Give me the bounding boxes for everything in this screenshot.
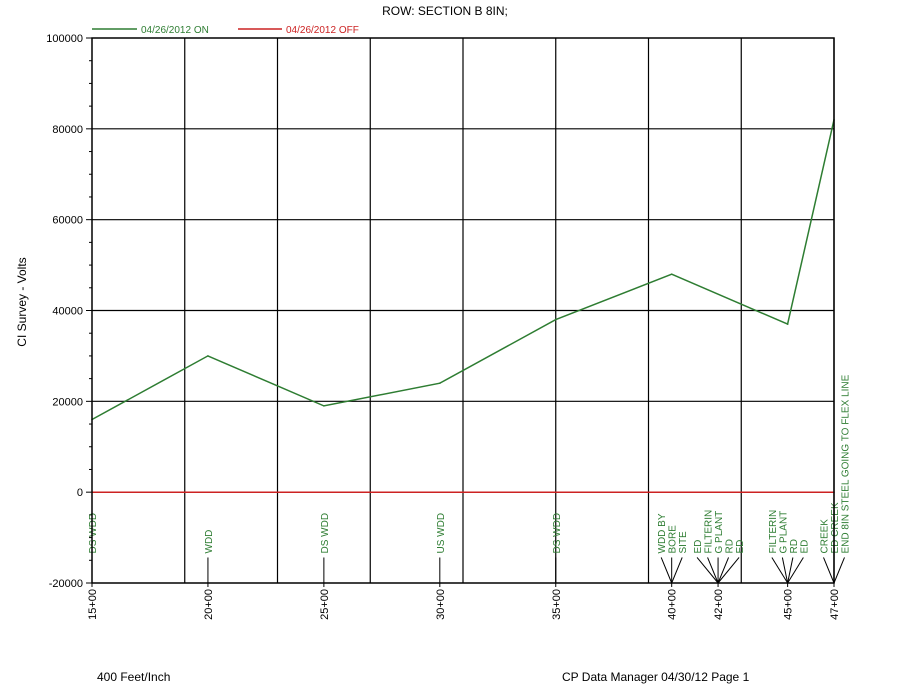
y-tick-label: -20000 (49, 578, 83, 590)
annotation-label: DS WDD (320, 513, 331, 554)
annotation-label: WDD BY (657, 513, 668, 553)
legend-label-off: 04/26/2012 OFF (286, 25, 359, 36)
annotation-leader (671, 557, 683, 584)
x-tick-label: 30+00 (435, 589, 447, 620)
y-tick-label: 40000 (52, 306, 83, 318)
x-tick-label: 15+00 (87, 589, 99, 620)
annotation-leader (781, 557, 789, 584)
plot-frame (91, 37, 835, 584)
grid (92, 38, 835, 583)
annotation-leader (717, 557, 730, 584)
y-axis-ticks: -20000 0 20000 40000 60000 80000 100000 (46, 33, 92, 590)
annotation-label: RD (789, 539, 800, 553)
series-point (207, 355, 209, 357)
y-tick-label: 80000 (52, 124, 83, 136)
annotation-label: DS WDD (88, 513, 99, 554)
footer-scale: 400 Feet/Inch (97, 670, 170, 684)
annotation-leader (787, 557, 804, 584)
annotation-label: G PLANT (714, 511, 725, 554)
x-tick-label: 20+00 (203, 589, 215, 620)
legend: 04/26/2012 ON 04/26/2012 OFF (92, 25, 359, 36)
annotation-label: DS WDD (552, 513, 563, 554)
chart-title: ROW: SECTION B 8IN; (382, 4, 508, 18)
annotation-label: FILTERIN (768, 510, 779, 554)
annotation-leader (771, 557, 789, 584)
annotation-label: ED CREEK (830, 502, 841, 553)
x-tick-label: 47+00 (829, 589, 841, 620)
annotation-leader (823, 557, 835, 584)
annotation-label: END 8IN STEEL GOING TO FLEX LINE (841, 374, 852, 553)
annotation-label: ED (799, 540, 810, 554)
annotation-label: CREEK (820, 519, 831, 554)
legend-label-on: 04/26/2012 ON (141, 25, 209, 36)
footer-source: CP Data Manager 04/30/12 Page 1 (562, 670, 750, 684)
annotation-label: SITE (678, 531, 689, 554)
x-tick-label: 25+00 (319, 589, 331, 620)
x-tick-label: 45+00 (783, 589, 795, 620)
annotation-label: G PLANT (778, 511, 789, 554)
y-tick-label: 0 (77, 487, 83, 499)
y-tick-label: 100000 (46, 33, 83, 45)
annotation-label: FILTERIN (704, 510, 715, 554)
annotation-leader (707, 557, 719, 584)
series-point (323, 405, 325, 407)
series-line-on (91, 119, 835, 421)
annotation-label: ED (693, 540, 704, 554)
annotation-leader (717, 557, 740, 584)
series-point (439, 382, 441, 384)
annotations: DS WDD WDD DS WDD US WDD DS WDD WDD BY BORE SIT… (88, 374, 852, 584)
x-tick-label: 42+00 (713, 589, 725, 620)
series-point (786, 323, 789, 325)
annotation-label: RD (725, 539, 736, 553)
x-tick-label: 40+00 (667, 589, 679, 620)
annotation-label: US WDD (436, 513, 447, 554)
annotation-label: BORE (668, 525, 679, 554)
annotation-leader (696, 557, 719, 584)
annotation-label: WDD (204, 530, 215, 554)
y-axis-label: CI Survey - Volts (15, 257, 29, 346)
series-point (670, 273, 673, 275)
y-tick-label: 60000 (52, 215, 83, 227)
annotation-leader (660, 557, 673, 584)
x-axis-ticks: 15+00 20+00 25+00 30+00 35+00 40+00 42+00 45+00… (87, 583, 841, 620)
annotation-leader (833, 557, 845, 584)
series-point (554, 318, 557, 321)
annotation-leader (787, 557, 794, 584)
y-tick-label: 20000 (52, 396, 83, 408)
annotation-label: ED (735, 540, 746, 554)
x-tick-label: 35+00 (551, 589, 563, 620)
